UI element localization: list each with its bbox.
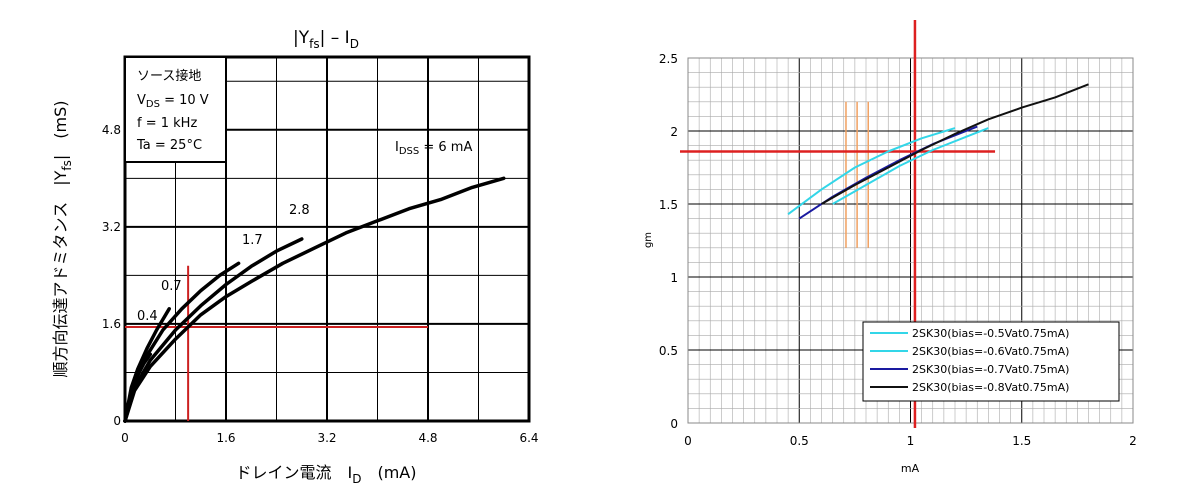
- left-x-tick-label: 6.4: [519, 431, 538, 445]
- right-legend: 2SK30(bias=-0.5Vat0.75mA) 2SK30(bias=-0.6…: [862, 321, 1120, 402]
- left-y-axis-label: 順方向伝達アドミタンス |Yfs| (mS): [51, 101, 74, 378]
- right-y-tick-label: 2.5: [659, 52, 678, 66]
- idss-label: IDSS = 6 mA: [395, 140, 472, 157]
- curve-label-2-8: 2.8: [289, 203, 310, 218]
- condition-line-4: Ta = 25°C: [136, 138, 202, 153]
- left-y-tick-label: 3.2: [102, 220, 121, 234]
- right-x-tick-label: 1.5: [1012, 434, 1031, 448]
- right-y-tick-label: 0: [670, 417, 678, 431]
- legend-label-0: 2SK30(bias=-0.5Vat0.75mA): [912, 327, 1069, 340]
- right-x-tick-label: 1: [907, 434, 915, 448]
- right-x-tick-label: 2: [1129, 434, 1137, 448]
- left-x-tick-label: 4.8: [418, 431, 437, 445]
- right-x-tick-label: 0: [684, 434, 692, 448]
- right-y-tick-label: 1.5: [659, 198, 678, 212]
- right-y-tick-label: 1: [670, 271, 678, 285]
- curve-label-1-7: 1.7: [242, 233, 263, 248]
- left-x-axis-label: ドレイン電流 ID (mA): [235, 463, 416, 486]
- right-series-line-1: [832, 127, 989, 205]
- legend-label-2: 2SK30(bias=-0.7Vat0.75mA): [912, 363, 1069, 376]
- left-series-line-3: [123, 237, 304, 423]
- conditions-box: [124, 56, 227, 163]
- right-plot-frame: [687, 57, 1134, 424]
- right-chart: 0 0.5 1 1.5 2 0 0.5 1 1.5 2 2.5 2SK30(bias=-0.5Vat…: [643, 20, 1137, 475]
- left-marker-lines: [125, 265, 428, 421]
- legend-label-3: 2SK30(bias=-0.8Vat0.75mA): [912, 381, 1069, 394]
- right-x-axis-label: mA: [901, 462, 920, 475]
- right-y-tick-label: 0.5: [659, 344, 678, 358]
- right-series-group: [787, 83, 1089, 220]
- left-series-group: [123, 176, 506, 423]
- legend-label-1: 2SK30(bias=-0.6Vat0.75mA): [912, 345, 1069, 358]
- right-y-tick-label: 2: [670, 125, 678, 139]
- left-series-line-4: [123, 176, 506, 423]
- left-series-line-2: [123, 261, 241, 423]
- left-tick-labels: 0 1.6 3.2 4.8 6.4 0 1.6 3.2 4.8: [102, 123, 539, 445]
- left-x-tick-label: 3.2: [317, 431, 336, 445]
- left-plot-frame: [123, 55, 531, 423]
- left-y-tick-label: 4.8: [102, 123, 121, 137]
- left-x-tick-label: 1.6: [216, 431, 235, 445]
- left-grid: [125, 57, 530, 421]
- condition-line-3: f = 1 kHz: [137, 116, 197, 131]
- right-series-line-3: [821, 83, 1089, 205]
- condition-line-1: ソース接地: [137, 68, 201, 84]
- right-x-tick-label: 0.5: [790, 434, 809, 448]
- right-tick-labels: 0 0.5 1 1.5 2 0 0.5 1 1.5 2 2.5: [659, 52, 1137, 448]
- right-y-axis-label: gm: [643, 232, 654, 248]
- left-y-tick-label: 0: [113, 414, 121, 428]
- left-y-tick-label: 1.6: [102, 317, 121, 331]
- condition-line-2: VDS = 10 V: [137, 93, 209, 110]
- left-x-tick-label: 0: [121, 431, 129, 445]
- left-chart-title: |Yfs| – ID: [293, 28, 359, 51]
- curve-label-0-7: 0.7: [161, 279, 182, 294]
- right-series-line-0: [787, 127, 956, 216]
- curve-label-0-4: 0.4: [137, 309, 158, 324]
- left-chart: |Yfs| – ID 0 1.6 3.2 4.8 6.4 0 1.6 3.2 4.8 ソース接地…: [51, 28, 539, 486]
